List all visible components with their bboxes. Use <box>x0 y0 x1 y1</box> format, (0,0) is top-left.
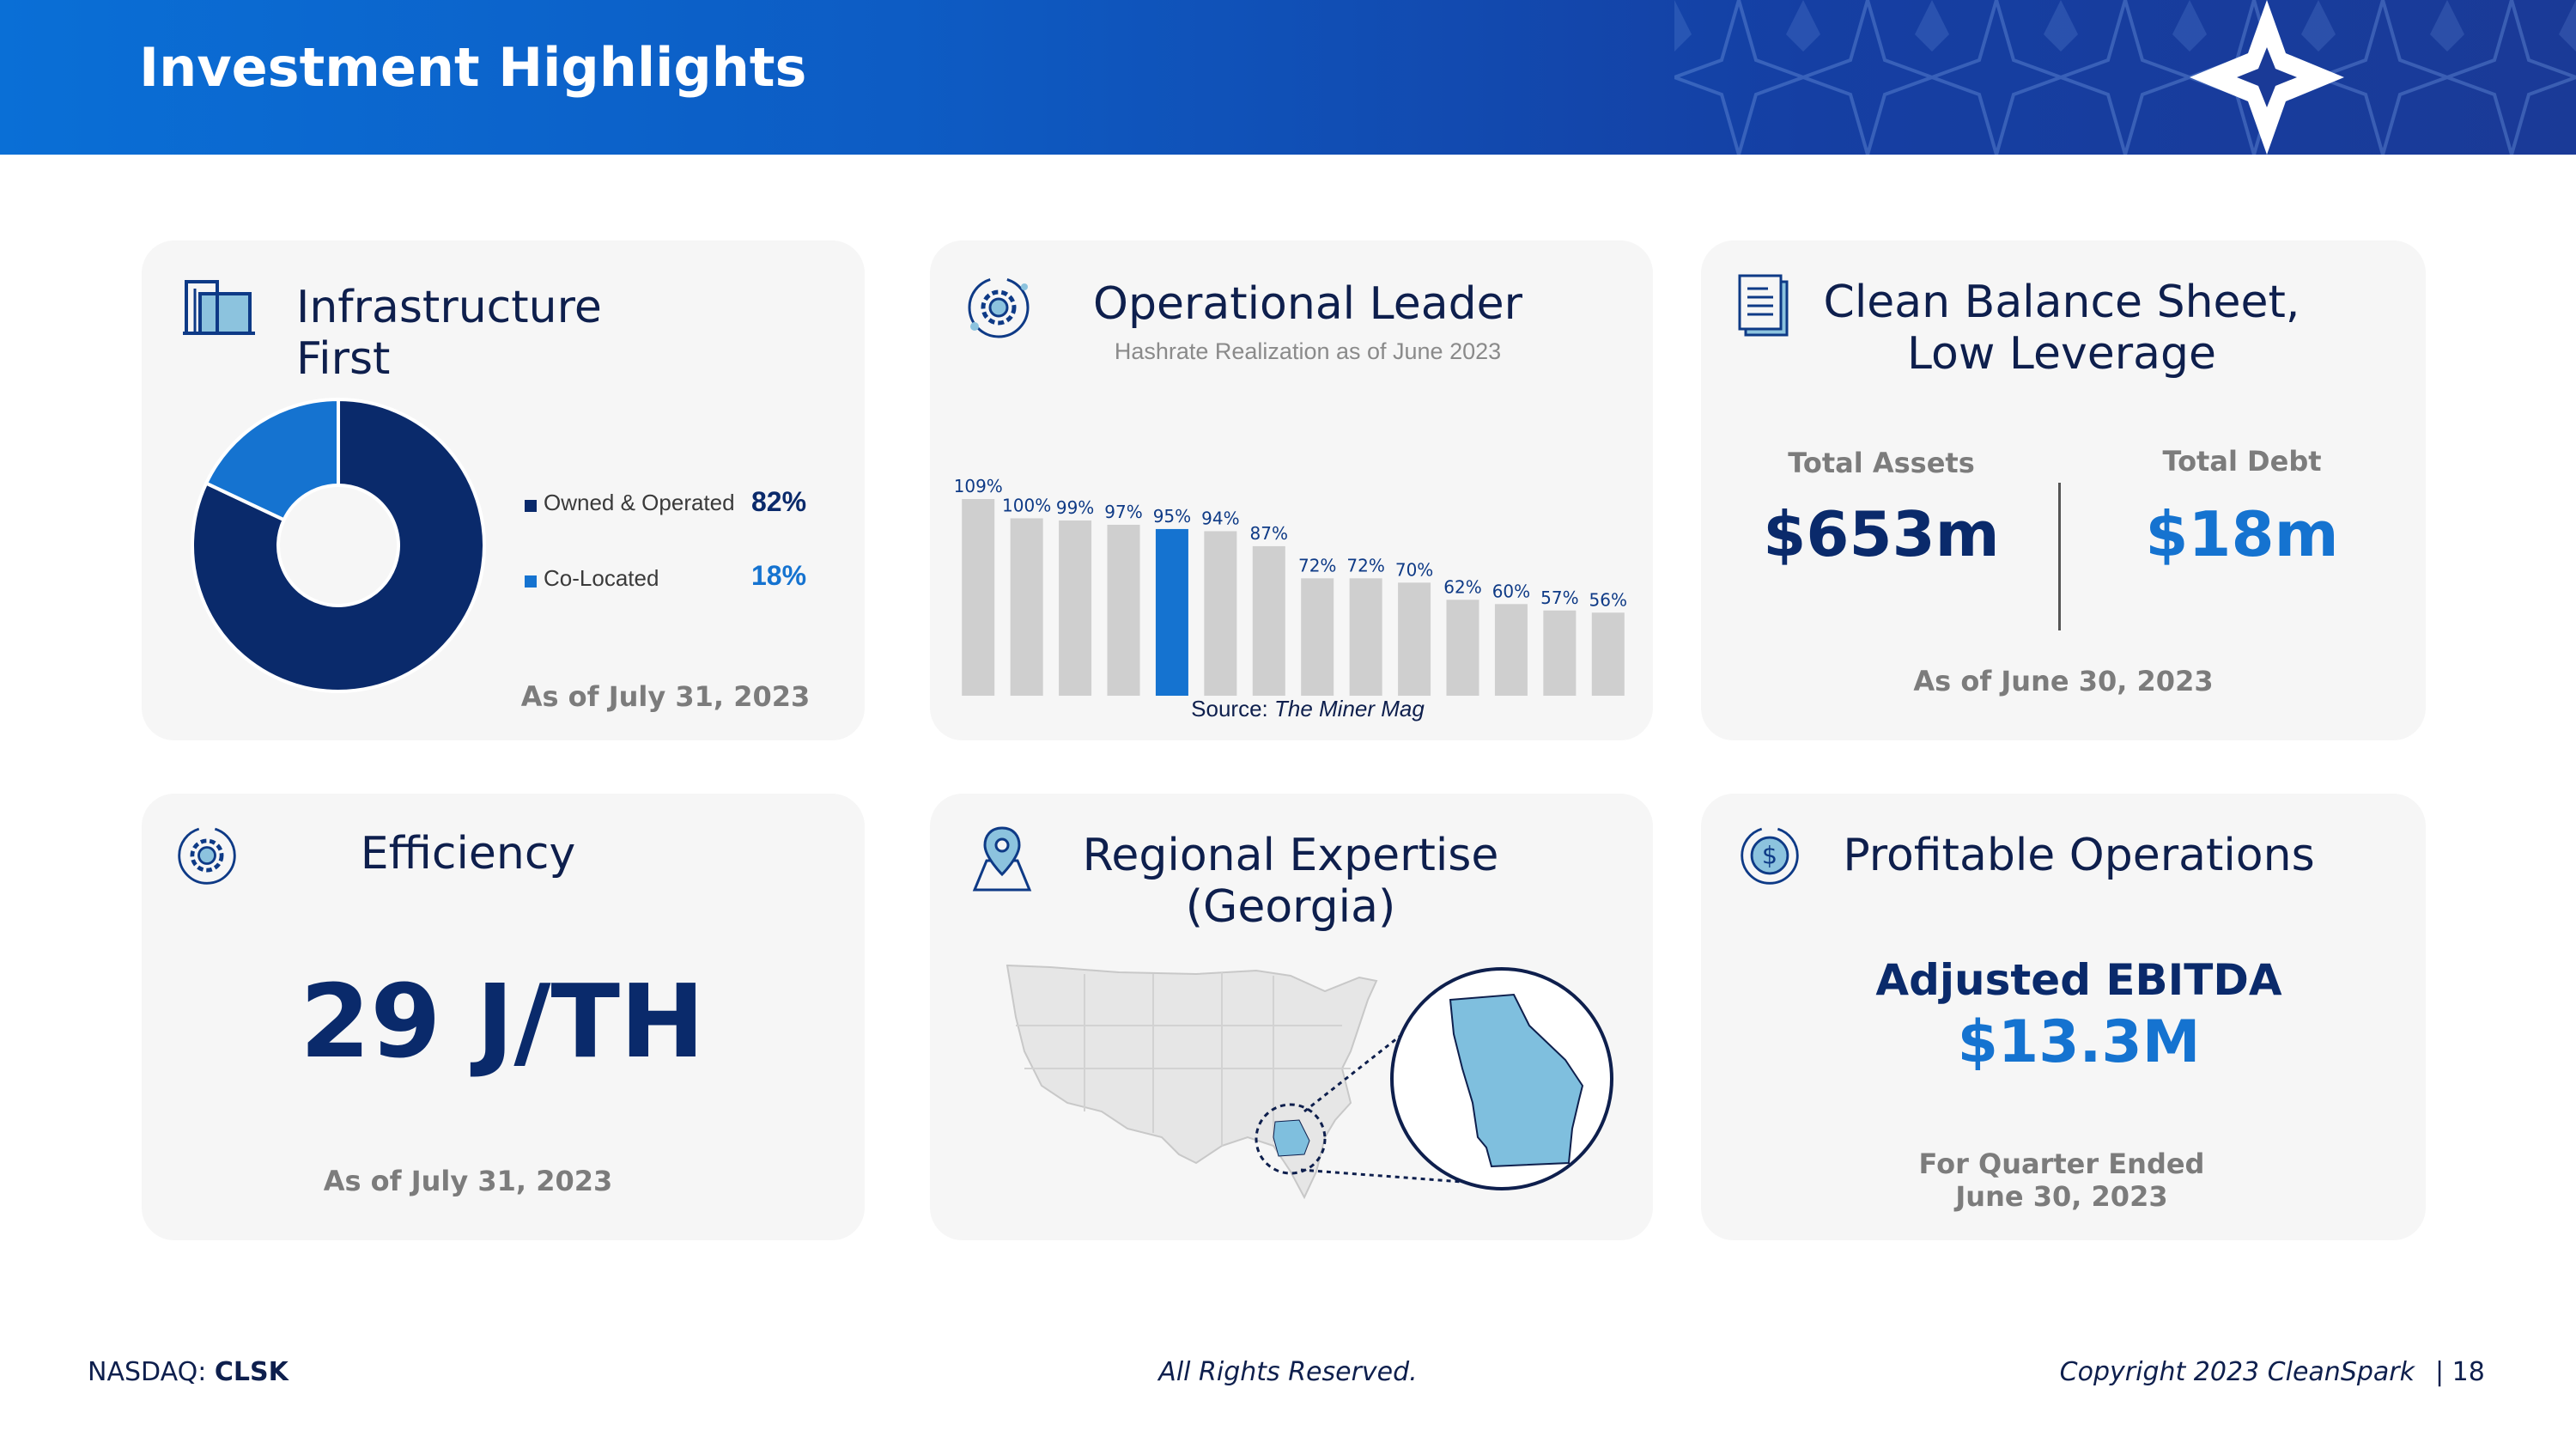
bar-value-label: 72% <box>1346 555 1384 575</box>
bar-hut8 <box>1494 604 1528 696</box>
profitable-operations-card: $ Profitable Operations Adjusted EBITDA … <box>1701 794 2426 1240</box>
card-title-line-1: Regional Expertise <box>1082 830 1499 881</box>
document-icon <box>1738 274 1789 337</box>
card-title: Profitable Operations <box>1843 830 2315 881</box>
source-prefix: Source: <box>1191 696 1274 721</box>
header-pattern <box>1674 0 2576 155</box>
bar-riot <box>1591 612 1625 696</box>
bar-bitf <box>1204 531 1237 696</box>
donut-slice <box>191 397 486 693</box>
balance-sheet-card: Clean Balance Sheet, Low Leverage Total … <box>1701 240 2426 740</box>
efficiency-card: Efficiency 29 J/TH As of July 31, 2023 <box>142 794 865 1240</box>
metric-value: $13.3M <box>1957 1008 2201 1076</box>
legend-label: Owned & Operated <box>544 490 735 515</box>
as-of-date: As of July 31, 2023 <box>323 1165 613 1197</box>
as-of-date: As of July 31, 2023 <box>520 680 811 713</box>
period-line-1: For Quarter Ended <box>1918 1148 2205 1180</box>
bar-value-label: 72% <box>1298 555 1336 575</box>
chart-subtitle: Hashrate Realization as of June 2023 <box>1114 338 1502 364</box>
bar-clsk <box>1155 528 1188 696</box>
legend-swatch <box>525 500 537 512</box>
period-line-2: June 30, 2023 <box>1955 1180 2168 1213</box>
bar-value-label: 100% <box>1002 495 1051 515</box>
buildings-icon <box>183 280 255 335</box>
bar-arbk <box>1301 578 1334 696</box>
footer-ticker: NASDAQ: CLSK <box>88 1357 289 1387</box>
bar-value-label: 95% <box>1153 506 1191 527</box>
metric-label: Adjusted EBITDA <box>1875 955 2282 1005</box>
gear-refresh-icon <box>968 277 1030 338</box>
location-pin-icon <box>972 826 1032 892</box>
bar-value-label: 99% <box>1056 497 1094 518</box>
card-title: Efficiency <box>360 828 576 880</box>
footer-copyright: Copyright 2023 CleanSpark <box>2059 1357 2415 1387</box>
card-title: Operational Leader <box>1093 278 1522 330</box>
legend-value: 82% <box>751 486 807 517</box>
bar-btdr <box>962 499 995 696</box>
footer-rights: All Rights Reserved. <box>1158 1357 1418 1387</box>
page-number: | 18 <box>2435 1357 2485 1387</box>
header-bar: Investment Highlights <box>0 0 2576 155</box>
bar-cifr <box>1398 582 1431 696</box>
total-debt-label: Total Debt <box>2162 445 2322 478</box>
bar-value-label: 87% <box>1250 523 1288 544</box>
total-assets-value: $653m <box>1763 498 2000 570</box>
source-name: The Miner Mag <box>1273 696 1425 721</box>
gear-refresh-icon <box>178 826 236 885</box>
hashrate-bar-chart: 109%BTDR100%WULF99%IREN97%HIVE95%CLSK94%… <box>956 476 1627 696</box>
bar-value-label: 56% <box>1589 589 1627 610</box>
legend-item: Owned & Operated 82% <box>525 486 817 524</box>
ticker-symbol: CLSK <box>214 1357 289 1387</box>
cleanspark-star-logo <box>2190 0 2344 155</box>
bar-mara <box>1349 578 1382 696</box>
efficiency-value: 29 J/TH <box>300 962 705 1081</box>
bar-iren <box>1059 520 1092 696</box>
card-title-line-2: Low Leverage <box>1907 328 2216 380</box>
legend-value: 18% <box>751 560 807 591</box>
bar-value-label: 94% <box>1201 508 1239 528</box>
us-map-georgia <box>1005 964 1613 1200</box>
bar-value-label: 70% <box>1395 559 1433 580</box>
total-assets-label: Total Assets <box>1788 447 1975 479</box>
as-of-date: As of June 30, 2023 <box>1913 665 2214 697</box>
card-title: Infrastructure First <box>296 282 602 385</box>
card-title-line-2: (Georgia) <box>1185 881 1396 933</box>
donut-chart <box>191 397 486 693</box>
bar-value-label: 62% <box>1443 576 1481 597</box>
bar-btbf <box>1252 545 1285 696</box>
bar-nb2de <box>1446 600 1479 696</box>
card-title-line-1: Clean Balance Sheet, <box>1823 277 2300 328</box>
bar-value-label: 57% <box>1540 588 1578 608</box>
infrastructure-card: Infrastructure First Owned & Operated 82… <box>142 240 865 740</box>
donut-slice <box>204 397 340 522</box>
svg-text:$: $ <box>1762 842 1777 870</box>
page-title: Investment Highlights <box>139 36 807 99</box>
bar-migi <box>1543 610 1577 696</box>
legend-label: Co-Located <box>544 565 659 591</box>
chart-source: Source: The Miner Mag <box>1024 696 1591 722</box>
operational-leader-card: Operational Leader Hashrate Realization … <box>930 240 1653 740</box>
legend-item: Co-Located 18% <box>525 560 817 600</box>
divider <box>2058 483 2061 630</box>
bar-value-label: 60% <box>1492 581 1530 601</box>
bar-wulf <box>1010 518 1043 696</box>
dollar-refresh-icon: $ <box>1741 826 1799 885</box>
bar-value-label: 97% <box>1104 502 1142 522</box>
bar-hive <box>1107 524 1140 696</box>
total-debt-value: $18m <box>2145 498 2339 570</box>
regional-expertise-card: Regional Expertise (Georgia) <box>930 794 1653 1240</box>
bar-value-label: 109% <box>956 476 1003 496</box>
ticker-prefix: NASDAQ: <box>88 1357 215 1387</box>
legend-swatch <box>525 575 537 588</box>
